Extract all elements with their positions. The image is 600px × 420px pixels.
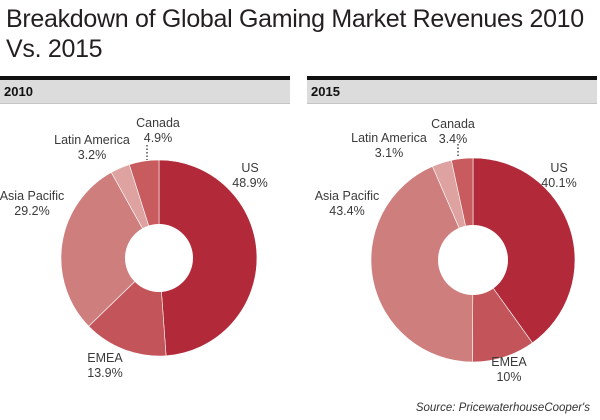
label-emea: EMEA [491,355,527,369]
value-emea: 13.9% [87,366,122,380]
label-asia-pacific: Asia Pacific [0,189,64,203]
slice-asia-pacific [370,165,474,363]
donut-hole [125,224,193,292]
label-emea: EMEA [87,351,123,365]
label-latin-america: Latin America [54,133,130,147]
panel-title-2015: 2015 [307,80,597,104]
value-asia-pacific: 29.2% [14,204,49,218]
panel-top-rule [0,76,290,80]
slice-asia-pacific [60,171,160,327]
value-canada: 3.4% [439,132,468,146]
value-emea: 10% [496,370,521,384]
value-us: 40.1% [541,176,576,190]
slice-us [472,157,576,344]
donut-hole [438,225,508,295]
source-note: Source: PricewaterhouseCooper's [415,402,590,414]
value-asia-pacific: 43.4% [329,204,364,218]
value-canada: 4.9% [144,131,173,145]
label-canada: Canada [431,117,475,131]
value-us: 48.9% [232,176,267,190]
label-us: US [241,161,258,175]
value-latin-america: 3.1% [375,146,404,160]
panel-2010: 2010 US 48.9% EMEA 13.9% Asia Pacific 29.2% La… [0,76,290,396]
label-latin-america: Latin America [351,131,427,145]
value-latin-america: 3.2% [78,148,107,162]
label-canada: Canada [136,116,180,130]
panel-top-rule [307,76,597,80]
label-us: US [550,161,567,175]
slice-us [158,159,258,357]
chart-title: Breakdown of Global Gaming Market Revenu… [6,5,584,63]
panel-title-2010: 2010 [0,80,290,104]
label-asia-pacific: Asia Pacific [315,189,380,203]
panel-2015: 2015 US 40.1% EMEA 10% Asia Pacific 43.4% Lati… [307,76,597,396]
